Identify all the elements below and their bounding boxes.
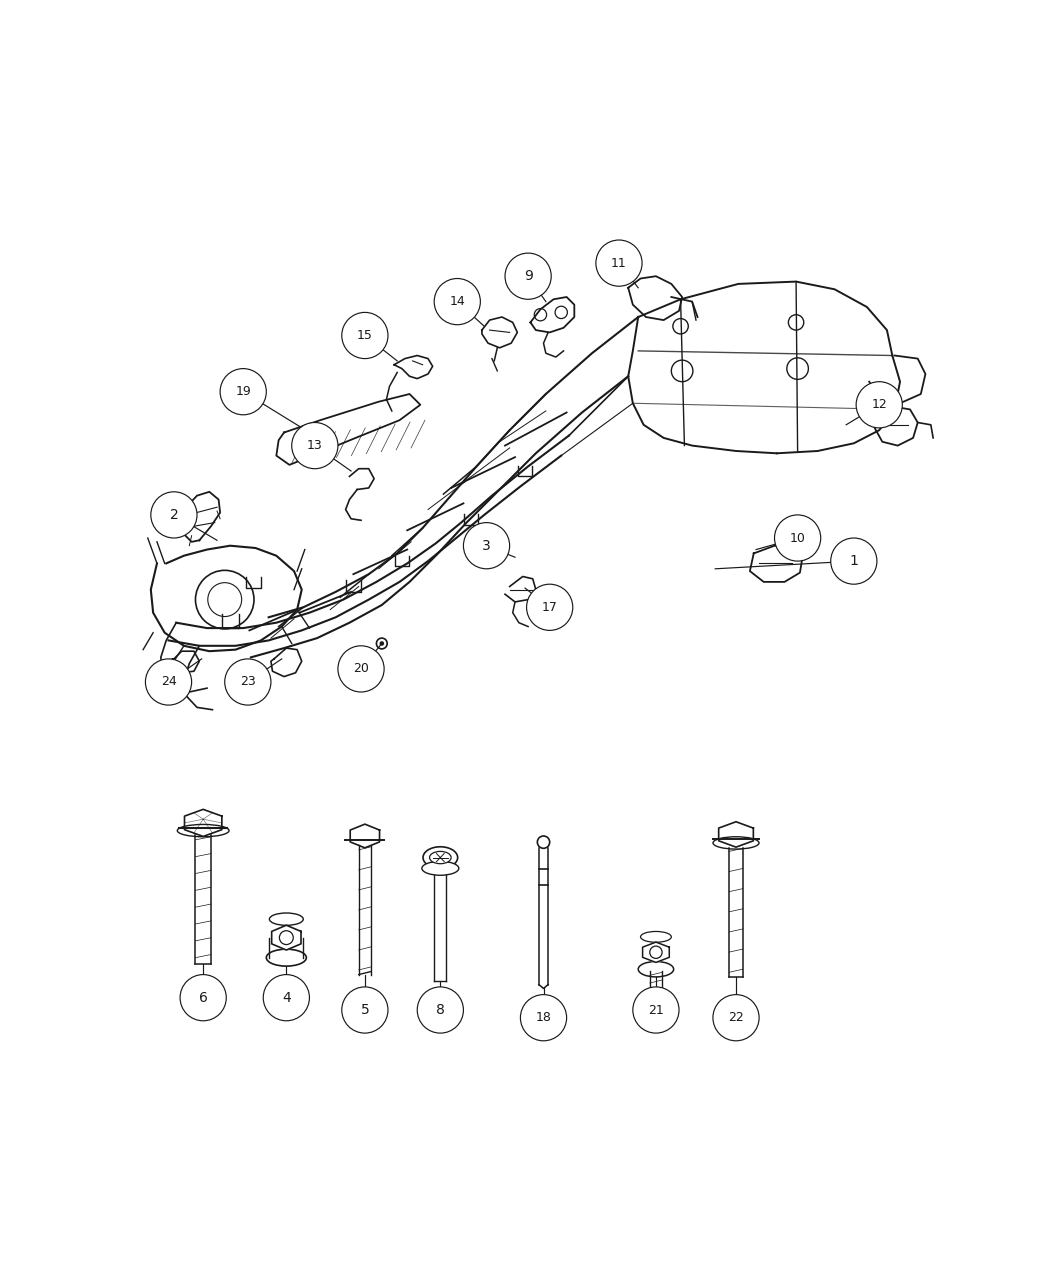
Text: 18: 18 — [536, 1011, 551, 1024]
Text: 14: 14 — [449, 295, 465, 309]
Text: 24: 24 — [161, 676, 176, 688]
Text: 22: 22 — [728, 1011, 743, 1024]
Circle shape — [379, 641, 384, 646]
Circle shape — [225, 659, 271, 705]
Text: 9: 9 — [524, 269, 532, 283]
Circle shape — [279, 931, 293, 945]
Circle shape — [377, 638, 387, 649]
Circle shape — [220, 368, 267, 414]
Circle shape — [341, 987, 388, 1033]
Ellipse shape — [177, 825, 229, 836]
Text: 8: 8 — [436, 1003, 445, 1017]
Circle shape — [292, 422, 338, 469]
Polygon shape — [718, 822, 753, 847]
Text: 12: 12 — [872, 398, 887, 412]
Ellipse shape — [713, 836, 759, 849]
Circle shape — [831, 538, 877, 584]
Polygon shape — [195, 835, 211, 964]
Circle shape — [713, 994, 759, 1040]
Text: 1: 1 — [849, 555, 858, 569]
Polygon shape — [643, 942, 669, 963]
Text: 13: 13 — [307, 439, 322, 453]
Circle shape — [463, 523, 509, 569]
Ellipse shape — [640, 932, 671, 942]
Ellipse shape — [270, 913, 303, 926]
Polygon shape — [539, 848, 548, 984]
Polygon shape — [650, 970, 663, 1019]
Circle shape — [417, 987, 463, 1033]
Ellipse shape — [638, 961, 674, 977]
Text: 5: 5 — [360, 1003, 370, 1017]
Ellipse shape — [422, 862, 459, 875]
Polygon shape — [359, 845, 371, 974]
Text: 15: 15 — [357, 329, 373, 342]
Polygon shape — [185, 810, 222, 836]
Text: 4: 4 — [282, 991, 291, 1005]
Text: 11: 11 — [611, 256, 627, 269]
Polygon shape — [272, 926, 301, 950]
Text: 17: 17 — [542, 601, 558, 613]
Circle shape — [595, 240, 642, 286]
Text: 20: 20 — [353, 663, 369, 676]
Circle shape — [856, 381, 902, 428]
Text: 6: 6 — [198, 991, 208, 1005]
Text: 3: 3 — [482, 539, 491, 552]
Circle shape — [264, 974, 310, 1021]
Circle shape — [538, 836, 550, 848]
Circle shape — [650, 946, 663, 959]
Circle shape — [435, 278, 481, 325]
Text: 21: 21 — [648, 1003, 664, 1016]
Circle shape — [341, 312, 388, 358]
Circle shape — [633, 987, 679, 1033]
Polygon shape — [435, 875, 446, 980]
Ellipse shape — [423, 847, 458, 868]
Polygon shape — [729, 848, 743, 977]
Text: 23: 23 — [240, 676, 256, 688]
Circle shape — [505, 254, 551, 300]
Circle shape — [151, 492, 197, 538]
Circle shape — [145, 659, 191, 705]
Text: 2: 2 — [169, 507, 179, 521]
Ellipse shape — [429, 852, 452, 863]
Circle shape — [521, 994, 567, 1040]
Circle shape — [775, 515, 821, 561]
Circle shape — [526, 584, 573, 630]
Polygon shape — [351, 824, 379, 848]
Circle shape — [338, 646, 384, 692]
Text: 10: 10 — [790, 532, 805, 544]
Circle shape — [181, 974, 227, 1021]
Text: 19: 19 — [235, 385, 251, 398]
Ellipse shape — [267, 949, 307, 966]
